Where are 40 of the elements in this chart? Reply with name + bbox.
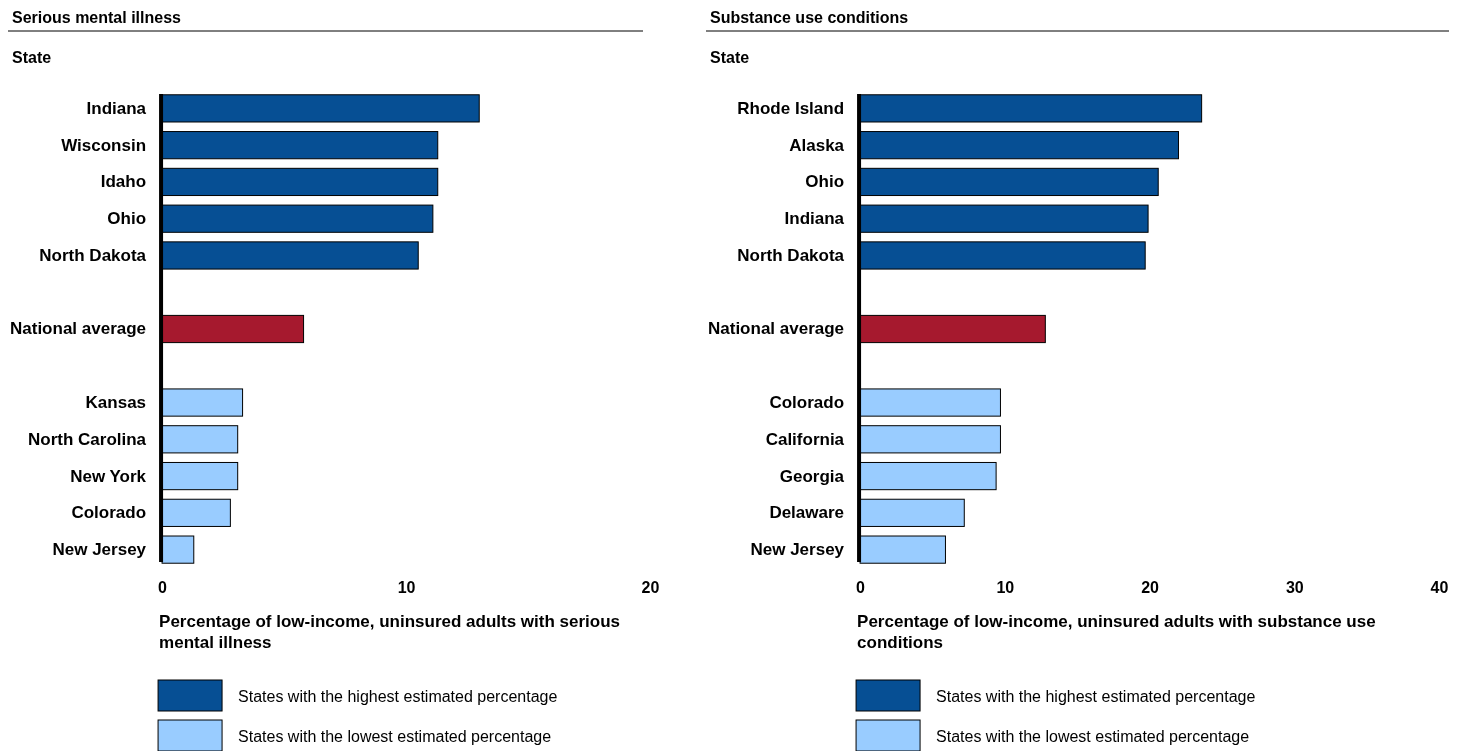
legend-label: States with the highest estimated percentage	[238, 688, 558, 705]
y-tick-label: Ohio	[805, 172, 845, 192]
y-tick-label: Rhode Island	[737, 98, 845, 118]
y-tick-label: California	[765, 429, 845, 449]
y-tick-label: North Carolina	[28, 429, 147, 449]
y-tick-label: Delaware	[769, 503, 845, 523]
y-tick-label: Indiana	[86, 98, 147, 118]
y-tick-label: National average	[10, 319, 147, 339]
x-axis-title: Percentage of low-income, uninsured adults with serious mental illness	[159, 612, 621, 652]
x-tick-label: 0	[856, 579, 866, 597]
legend-label: States with the lowest estimated percentage	[936, 728, 1250, 745]
y-tick-label: National average	[708, 319, 845, 339]
y-axis-title: State	[12, 49, 52, 66]
x-tick-label: 10	[397, 579, 416, 597]
y-axis-title: State	[710, 49, 750, 66]
y-tick-label: Kansas	[85, 392, 147, 412]
x-axis-title: Percentage of low-income, uninsured adults with substance use conditions	[857, 612, 1376, 652]
y-tick-label: Indiana	[784, 209, 845, 229]
y-tick-label: New Jersey	[750, 540, 845, 560]
y-tick-label: New York	[70, 466, 147, 486]
x-tick-label: 20	[1141, 579, 1160, 597]
y-tick-label: Wisconsin	[61, 135, 147, 155]
y-tick-label: New Jersey	[52, 540, 147, 560]
x-tick-label: 20	[641, 579, 660, 597]
y-tick-label: Ohio	[107, 209, 147, 229]
chart-title: Serious mental illness	[12, 9, 182, 26]
y-tick-label: Colorado	[769, 392, 845, 412]
y-tick-label: Colorado	[71, 503, 147, 523]
x-tick-label: 40	[1430, 579, 1449, 597]
y-tick-label: North Dakota	[737, 245, 845, 265]
y-tick-label: Alaska	[789, 135, 845, 155]
legend-label: States with the lowest estimated percentage	[238, 728, 552, 745]
x-tick-label: 0	[158, 579, 168, 597]
y-tick-label: Georgia	[779, 466, 845, 486]
x-tick-label: 10	[996, 579, 1015, 597]
y-tick-label: North Dakota	[39, 245, 147, 265]
x-tick-label: 30	[1285, 579, 1304, 597]
y-tick-label: Idaho	[100, 172, 147, 192]
chart-title: Substance use conditions	[710, 9, 909, 26]
legend-label: States with the highest estimated percentage	[936, 688, 1256, 705]
